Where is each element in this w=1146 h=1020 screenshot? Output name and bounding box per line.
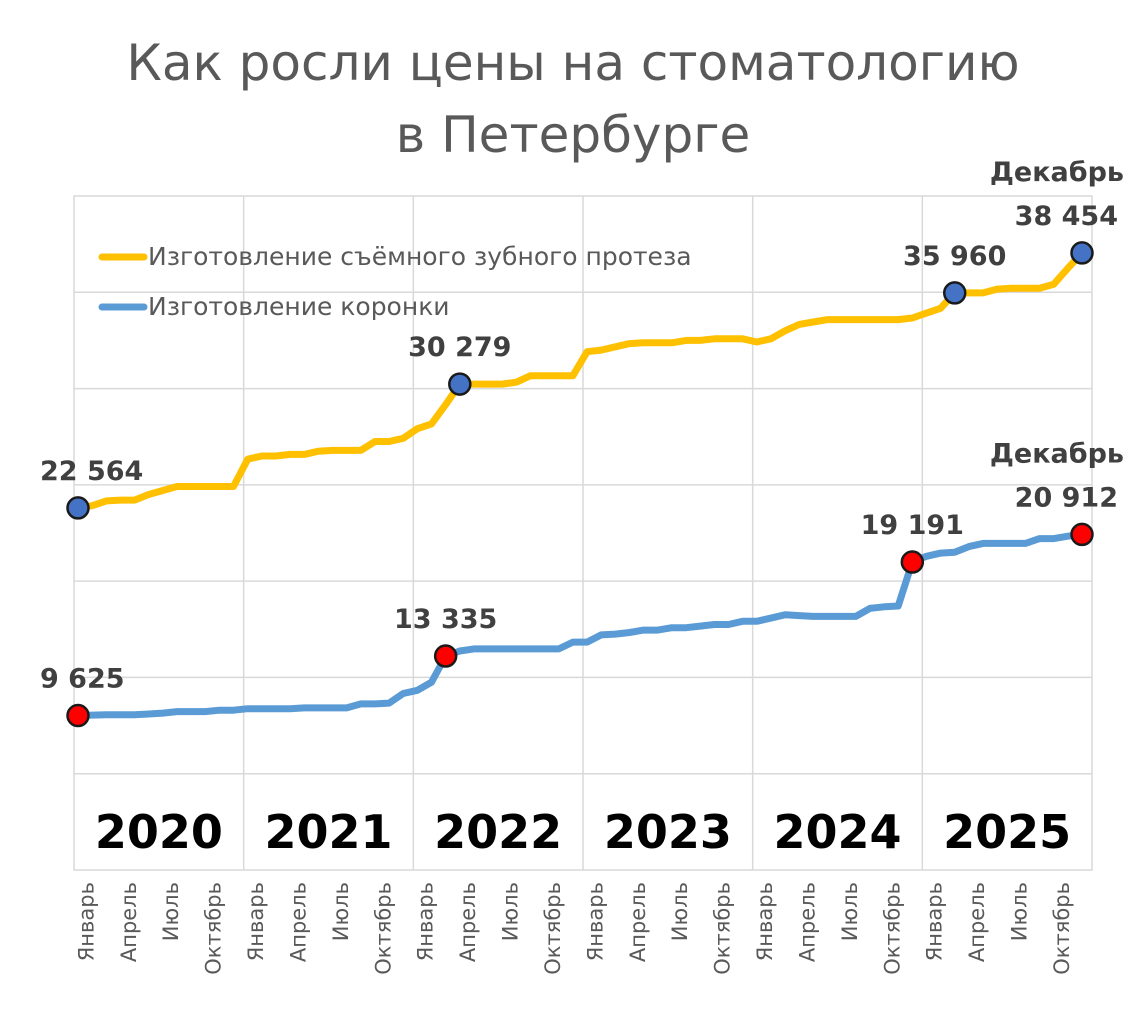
data-label-value: 30 279: [408, 332, 511, 363]
tick-label: Апрель: [456, 882, 480, 962]
year-label-2022: 2022: [434, 805, 562, 859]
tick-label: Январь: [753, 882, 777, 961]
data-label-value: 9 625: [40, 664, 125, 695]
data-label-value: 38 454: [1015, 201, 1118, 232]
legend-label-denture: Изготовление съёмного зубного протеза: [148, 242, 692, 271]
tick-label: Октябрь: [371, 882, 395, 975]
chart-title: Как росли цены на стоматологию в Петербу…: [126, 34, 1019, 164]
tick-label: Октябрь: [541, 882, 565, 975]
tick-label: Январь: [583, 882, 607, 961]
tick-label: Октябрь: [880, 882, 904, 975]
year-label-2021: 2021: [264, 805, 392, 859]
data-marker-crown: [66, 703, 90, 728]
data-label-value: 20 912: [1015, 482, 1118, 513]
series-line-denture: [74, 249, 1086, 512]
tick-label: Июль: [668, 882, 692, 941]
tick-label: Июль: [1008, 882, 1032, 941]
data-label-value: 13 335: [394, 604, 497, 635]
data-label-value: 22 564: [40, 456, 143, 487]
tick-label: Апрель: [286, 882, 310, 962]
tick-label: Июль: [499, 882, 523, 941]
data-label-month: Декабрь: [990, 157, 1124, 188]
legend: Изготовление съёмного зубного протеза Из…: [98, 242, 692, 321]
year-label-2025: 2025: [943, 805, 1071, 859]
series-line-crown: [74, 530, 1086, 719]
gridlines: [73, 195, 1093, 871]
data-marker-crown: [1070, 522, 1094, 547]
year-label-2023: 2023: [604, 805, 732, 859]
data-label-month: Декабрь: [990, 438, 1124, 469]
data-marker-denture: [1070, 241, 1094, 265]
tick-label: Июль: [159, 882, 183, 941]
data-label-value: 35 960: [903, 241, 1006, 272]
tick-label: Январь: [74, 882, 98, 961]
data-markers: [66, 241, 1094, 728]
tick-label: Январь: [414, 882, 438, 961]
legend-label-crown: Изготовление коронки: [148, 292, 450, 321]
tick-label: Октябрь: [202, 882, 226, 975]
data-label-value: 19 191: [861, 510, 964, 541]
tick-label: Июль: [329, 882, 353, 941]
tick-label: Июль: [838, 882, 862, 941]
year-label-2024: 2024: [773, 805, 901, 859]
chart-title-line-1: Как росли цены на стоматологию: [126, 34, 1019, 92]
tick-label: Октябрь: [1050, 882, 1074, 975]
data-marker-denture: [942, 281, 967, 305]
data-marker-crown: [900, 550, 925, 574]
tick-label: Январь: [244, 882, 268, 961]
x-axis-tick-labels: Январь Апрель Июль Октябрь Январь Апрель Июль О…: [74, 882, 1074, 975]
tick-label: Апрель: [795, 882, 819, 962]
tick-label: Апрель: [965, 882, 989, 962]
data-labels: 22 564 30 279 35 960 38 454 Декабрь 9 625 13 3…: [40, 157, 1124, 695]
chart-title-line-2: в Петербурге: [396, 106, 751, 164]
tick-label: Апрель: [117, 882, 141, 962]
data-marker-crown: [433, 644, 458, 668]
data-marker-denture: [448, 372, 472, 396]
year-label-2020: 2020: [95, 805, 223, 859]
tick-label: Январь: [923, 882, 947, 961]
year-labels: 2020 2021 2022 2023 2024 2025: [95, 805, 1071, 859]
tick-label: Октябрь: [711, 882, 735, 975]
tick-label: Апрель: [626, 882, 650, 962]
data-marker-denture: [66, 496, 90, 520]
